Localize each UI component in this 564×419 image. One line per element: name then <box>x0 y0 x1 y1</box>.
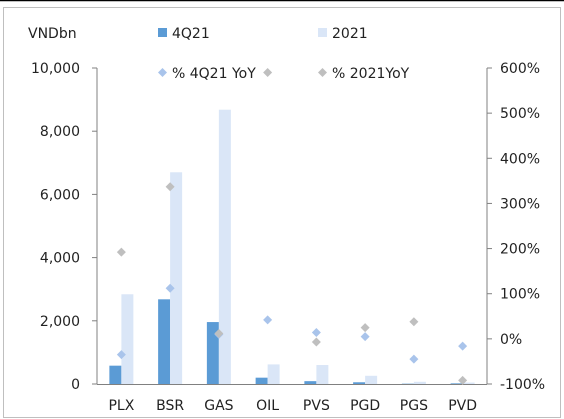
legend-swatch <box>158 68 167 77</box>
y2-tick-label: 200% <box>500 242 540 258</box>
legend-swatch <box>318 68 327 77</box>
x-tick-label: PGS <box>400 398 428 414</box>
bar-4q21-plx <box>109 365 122 384</box>
marker-2021yoy-gas <box>214 328 224 338</box>
legend-label: 4Q21 <box>172 26 210 42</box>
marker-4q21-yoy-bsr <box>165 283 175 293</box>
y2-tick-label: 0% <box>500 332 522 348</box>
x-tick-label: PVS <box>303 398 330 414</box>
y-tick-label: 0 <box>71 377 80 393</box>
bars <box>109 109 475 384</box>
bar-4q21-oil <box>255 377 268 384</box>
y2-tick-label: -100% <box>500 377 545 393</box>
x-tick-label: GAS <box>204 398 233 414</box>
marker-4q21-yoy-pvd <box>458 341 468 351</box>
y-tick-label: 6,000 <box>40 187 80 203</box>
x-tick-label: OIL <box>256 398 279 414</box>
bar-4q21-pvd <box>450 383 463 384</box>
marker-4q21-yoy-plx <box>116 350 126 360</box>
bar-4q21-pvs <box>304 381 317 384</box>
legend-label: % 4Q21 YoY <box>172 66 256 82</box>
marker-4q21-yoy-pgd <box>360 332 370 342</box>
marker-2021yoy-pgd <box>360 323 370 333</box>
bar-2021-pgd <box>365 375 378 384</box>
right-axis-tick-labels: 600% 500% 400% 300% 200% 100% 0% -100% <box>487 61 545 393</box>
marker-2021yoy-bsr <box>165 182 175 192</box>
y-axis-unit-label: VNDbn <box>28 26 77 42</box>
legend-label: 2021 <box>332 26 368 42</box>
bar-2021-oil <box>267 364 280 384</box>
x-tick-label: PVD <box>448 398 477 414</box>
y2-tick-label: 100% <box>500 287 540 303</box>
marker-2021yoy-plx <box>116 247 126 257</box>
bar-2021-bsr <box>170 172 183 384</box>
y2-tick-label: 300% <box>500 196 540 212</box>
marker-2021yoy-pvs <box>311 337 321 347</box>
markers <box>116 68 468 385</box>
bar-4q21-bsr <box>158 299 171 384</box>
bar-2021-gas <box>218 109 231 384</box>
y-tick-label: 2,000 <box>40 314 80 330</box>
marker-2021yoy-oil <box>263 68 273 78</box>
y-tick-label: 10,000 <box>31 61 80 77</box>
legend-swatch <box>318 28 327 37</box>
x-tick-label: BSR <box>156 398 184 414</box>
y-tick-label: 4,000 <box>40 251 80 267</box>
legend-swatch <box>158 28 167 37</box>
bar-2021-pvs <box>316 365 329 384</box>
category-labels: PLX BSR GAS OIL PVS PGD PGS PVD <box>108 398 477 414</box>
marker-4q21-yoy-oil <box>263 315 273 325</box>
marker-2021yoy-pvd <box>458 375 468 385</box>
x-tick-label: PGD <box>350 398 380 414</box>
legend-label: % 2021YoY <box>332 66 410 82</box>
y2-tick-label: 500% <box>500 106 540 122</box>
marker-4q21-yoy-pgs <box>409 354 419 364</box>
bar-4q21-gas <box>206 322 219 384</box>
bar-2021-pgs <box>413 381 426 384</box>
y2-tick-label: 400% <box>500 151 540 167</box>
legend: 4Q21 2021 % 4Q21 YoY % 2021YoY <box>158 26 410 82</box>
bar-2021-plx <box>121 294 134 384</box>
bar-2021-pvd <box>462 382 475 384</box>
y2-tick-label: 600% <box>500 61 540 77</box>
bar-4q21-pgd <box>353 382 366 384</box>
x-tick-label: PLX <box>108 398 134 414</box>
left-axis-tick-labels: 10,000 8,000 6,000 4,000 2,000 0 <box>31 61 97 393</box>
marker-4q21-yoy-pvs <box>311 328 321 338</box>
marker-2021yoy-pgs <box>409 317 419 327</box>
y-tick-label: 8,000 <box>40 124 80 140</box>
chart-frame <box>3 7 561 418</box>
